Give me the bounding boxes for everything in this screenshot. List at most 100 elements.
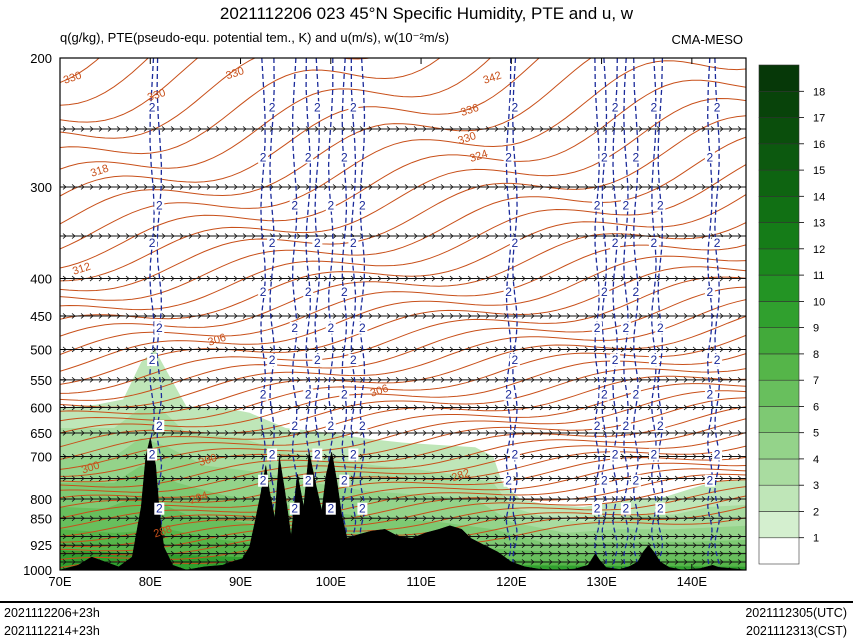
- w-label-bg: [648, 354, 659, 366]
- model-label: CMA-MESO: [671, 32, 744, 47]
- w-contour-label: 2: [707, 150, 714, 164]
- w-contour-label: 2: [314, 236, 321, 250]
- wind-arrowheads: [62, 475, 742, 482]
- w-contour-label: 2: [291, 502, 298, 516]
- w-label-bg: [147, 237, 158, 249]
- w-label-bg: [630, 286, 641, 298]
- pte-contour-line: [60, 25, 746, 48]
- w-label-bg: [312, 237, 323, 249]
- colorbar-swatch: [758, 484, 800, 512]
- w-label-bg: [312, 448, 323, 461]
- chart-title: 2021112206 023 45°N Specific Humidity, P…: [219, 4, 634, 23]
- w-contour-label: 2: [327, 199, 334, 213]
- wind-arrowheads: [62, 126, 742, 132]
- pte-contour-line: [60, 418, 746, 493]
- w-label-bg: [509, 237, 520, 249]
- y-tick-label: 500: [30, 342, 52, 357]
- pte-contour-line: [60, 276, 746, 394]
- w-label-bg: [325, 502, 336, 515]
- w-label-bg: [303, 388, 314, 401]
- colorbar-label: 12: [813, 244, 825, 256]
- pte-contour-label: 306: [369, 383, 390, 400]
- w-contour-label: 2: [269, 448, 276, 462]
- colorbar-swatch: [758, 406, 800, 433]
- colorbar-label: 9: [813, 323, 819, 335]
- w-contour-line: [651, 58, 657, 570]
- colorbar-label: 18: [813, 86, 825, 98]
- w-label-bg: [610, 101, 621, 114]
- w-contour-line: [512, 58, 518, 570]
- w-contour-label: 2: [305, 150, 312, 164]
- w-label-bg: [610, 237, 621, 249]
- colorbar-label: 10: [813, 296, 825, 308]
- w-contour-label: 2: [651, 236, 658, 250]
- pte-contour-label: 282: [450, 467, 471, 484]
- w-contour-line: [350, 58, 357, 570]
- w-contour-label: 2: [633, 474, 640, 488]
- w-contour-line: [707, 58, 713, 570]
- w-contour-label: 2: [149, 100, 156, 114]
- w-contour-label: 2: [657, 321, 664, 335]
- colorbar-swatch: [758, 169, 800, 197]
- pte-contour-label: 288: [152, 523, 173, 540]
- w-contour-label: 2: [291, 419, 298, 433]
- w-label-bg: [258, 474, 269, 487]
- w-label-bg: [704, 286, 715, 298]
- w-label-bg: [348, 448, 359, 461]
- colorbar-label: 17: [813, 113, 825, 125]
- w-label-bg: [325, 321, 336, 334]
- w-contour-line: [505, 58, 512, 570]
- w-contour-label: 2: [260, 388, 267, 402]
- w-contour-label: 2: [341, 388, 348, 402]
- y-tick-label: 550: [30, 373, 52, 388]
- colorbar-label: 15: [813, 165, 825, 177]
- w-contour-label: 2: [612, 236, 619, 250]
- w-contour-label: 2: [350, 353, 357, 367]
- pte-contour-line: [60, 266, 746, 385]
- w-label-bg: [312, 101, 323, 114]
- w-contour-label: 2: [714, 100, 721, 114]
- w-contour-label: 2: [260, 150, 267, 164]
- w-contour-label: 2: [714, 448, 721, 462]
- w-label-bg: [704, 388, 715, 401]
- w-contour-label: 2: [291, 199, 298, 213]
- w-label-bg: [357, 321, 368, 334]
- w-label-bg: [655, 420, 666, 432]
- w-contour-label: 2: [269, 353, 276, 367]
- w-contour-label: 2: [594, 321, 601, 335]
- w-contour-labels: 2 2 2 2 2 2 2 2 2 2 2 2 2 2 2 2 2 2 2 2 2 2 2 2 2 2 2 2 2 2 2 2 2 2 2 2 2 2 2 2…: [147, 100, 723, 516]
- w-contour-label: 2: [350, 236, 357, 250]
- w-contour-label: 2: [505, 474, 512, 488]
- x-tick-label: 70E: [48, 574, 71, 589]
- w-contour-label: 2: [341, 285, 348, 299]
- pte-contour-line: [60, 79, 746, 269]
- pte-contour-label: 330: [456, 130, 477, 147]
- w-label-bg: [147, 354, 158, 366]
- w-label-bg: [267, 448, 278, 461]
- pte-contour-line: [60, 58, 100, 83]
- w-contour-label: 2: [505, 285, 512, 299]
- w-label-bg: [655, 321, 666, 334]
- w-contour-label: 2: [305, 388, 312, 402]
- w-label-bg: [599, 286, 610, 298]
- w-contour-label: 2: [601, 474, 608, 488]
- w-label-bg: [509, 354, 520, 366]
- w-label-bg: [348, 101, 359, 114]
- w-contour-line: [594, 58, 600, 570]
- w-contour-label: 2: [327, 502, 334, 516]
- pte-contour-label: 300: [80, 459, 101, 476]
- colorbar-label: 8: [813, 349, 819, 361]
- w-label-bg: [712, 237, 723, 249]
- pte-contour-label: 318: [89, 163, 110, 180]
- w-label-bg: [503, 286, 514, 298]
- w-contour-line: [623, 58, 629, 570]
- w-contour-label: 2: [327, 419, 334, 433]
- w-contour-label: 2: [359, 502, 366, 516]
- w-contour-line: [359, 58, 366, 570]
- pte-contour-line: [60, 194, 746, 320]
- x-tick-label: 140E: [677, 574, 708, 589]
- w-contour-label: 2: [657, 502, 664, 516]
- pte-contour-label: 306: [206, 332, 227, 349]
- w-label-bg: [630, 151, 641, 164]
- w-contour-label: 2: [269, 236, 276, 250]
